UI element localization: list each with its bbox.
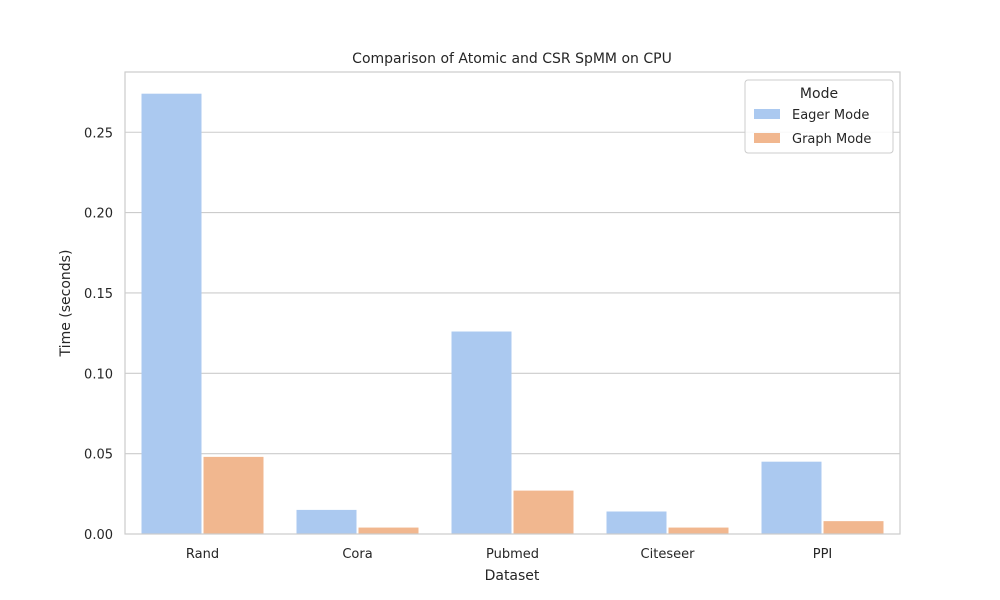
legend: Mode Eager Mode Graph Mode xyxy=(744,79,894,154)
legend-swatch-eager-mode xyxy=(754,109,780,119)
y-tick-label: 0.20 xyxy=(84,207,113,222)
x-tick-label: Cora xyxy=(342,547,372,562)
legend-label-eager-mode: Eager Mode xyxy=(792,108,869,123)
plot-frame xyxy=(124,71,901,535)
y-axis-label: Time (seconds) xyxy=(58,250,74,358)
x-tick-label: Citeseer xyxy=(641,547,696,562)
bar-ppi-eager-mode xyxy=(761,461,822,534)
bar-pubmed-graph-mode xyxy=(513,490,574,534)
bar-cora-graph-mode xyxy=(358,527,419,534)
legend-box xyxy=(744,79,894,154)
legend-swatch-graph-mode xyxy=(754,133,780,143)
x-tick-label: Rand xyxy=(186,547,219,562)
bar-pubmed-eager-mode xyxy=(451,331,512,534)
bar-ppi-graph-mode xyxy=(823,521,884,534)
y-tick-label: 0.10 xyxy=(84,367,113,382)
legend-label-graph-mode: Graph Mode xyxy=(792,132,871,147)
bar-rand-eager-mode xyxy=(141,93,202,535)
bars xyxy=(141,93,884,535)
y-tick-label: 0.25 xyxy=(84,126,113,141)
bar-cora-eager-mode xyxy=(296,509,357,534)
y-tick-label: 0.05 xyxy=(84,448,113,463)
x-axis-label: Dataset xyxy=(485,568,540,584)
x-tick-labels: Rand Cora Pubmed Citeseer PPI xyxy=(186,547,832,562)
legend-title: Mode xyxy=(800,86,838,102)
y-tick-label: 0.15 xyxy=(84,287,113,302)
bar-citeseer-graph-mode xyxy=(668,527,729,534)
bar-rand-graph-mode xyxy=(203,456,264,534)
bar-citeseer-eager-mode xyxy=(606,511,667,534)
y-tick-label: 0.00 xyxy=(84,528,113,543)
y-tick-labels: 0.00 0.05 0.10 0.15 0.20 0.25 xyxy=(84,126,113,543)
x-tick-label: Pubmed xyxy=(486,547,539,562)
x-tick-label: PPI xyxy=(813,547,833,562)
chart-title: Comparison of Atomic and CSR SpMM on CPU xyxy=(352,51,672,67)
